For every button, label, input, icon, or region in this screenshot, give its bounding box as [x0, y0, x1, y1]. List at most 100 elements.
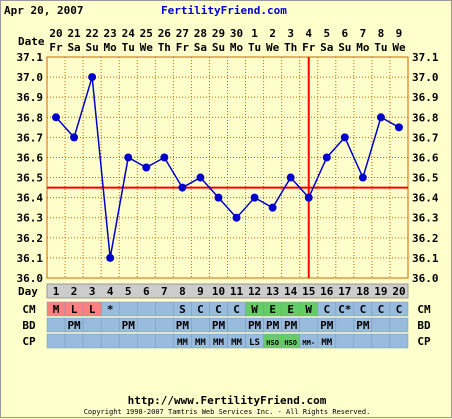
- weekday-label: Th: [284, 41, 297, 54]
- bd-cell: [335, 317, 355, 333]
- cp-cell-text: MM: [231, 338, 242, 348]
- weekday-label: Fr: [176, 41, 190, 54]
- bd-cell-text: PM: [320, 319, 334, 332]
- bd-cell-text: PM: [176, 319, 190, 332]
- date-label: 24: [122, 27, 136, 40]
- day-label: 6: [143, 285, 150, 298]
- bd-cell: [46, 317, 66, 333]
- y-tick-label-right: 36.3: [412, 212, 439, 225]
- bd-cell-text: PM: [122, 319, 136, 332]
- day-label: 2: [71, 285, 78, 298]
- cm-cell-text: S: [179, 303, 186, 316]
- date-label: 30: [230, 27, 243, 40]
- day-label: 16: [320, 285, 334, 298]
- footer-url[interactable]: http://www.FertilityFriend.com: [127, 394, 327, 407]
- cp-cell: [46, 333, 66, 349]
- bd-cell: [389, 317, 409, 333]
- cm-row-label-left: CM: [22, 303, 36, 316]
- cm-cell-text: *: [107, 303, 114, 316]
- weekday-label: Tu: [374, 41, 387, 54]
- day-label: 17: [338, 285, 351, 298]
- weekday-label: Th: [158, 41, 171, 54]
- weekday-label: Sa: [67, 41, 80, 54]
- day-row: [46, 283, 409, 299]
- y-tick-label-right: 37.0: [412, 71, 439, 84]
- cm-cell-text: C: [360, 303, 367, 316]
- chart-date: Apr 20, 2007: [4, 4, 84, 17]
- cp-cell: [118, 333, 138, 349]
- y-tick-label-right: 36.7: [412, 131, 439, 144]
- y-tick-label-right: 36.2: [412, 232, 439, 245]
- date-label: 4: [305, 27, 312, 40]
- day-label: 3: [89, 285, 96, 298]
- weekday-label: Mo: [230, 41, 244, 54]
- y-tick-label-left: 37.0: [17, 71, 44, 84]
- cm-cell-text: C: [215, 303, 222, 316]
- date-label: 21: [67, 27, 81, 40]
- y-tick-label-right: 36.5: [412, 172, 439, 185]
- cp-cell: [371, 333, 391, 349]
- temperature-point: [394, 123, 403, 132]
- weekday-label: We: [392, 41, 406, 54]
- weekday-label: Su: [86, 41, 99, 54]
- day-label: 12: [248, 285, 261, 298]
- site-name[interactable]: FertilityFriend.com: [161, 4, 287, 17]
- date-label: 23: [104, 27, 117, 40]
- temperature-point: [268, 203, 277, 212]
- cp-cell-text: MM-: [302, 339, 315, 347]
- date-label: 1: [251, 27, 258, 40]
- bd-cell: [137, 317, 156, 333]
- day-label: 10: [212, 285, 225, 298]
- day-label: 4: [107, 285, 114, 298]
- bd-cell: [155, 317, 174, 333]
- date-row-label: Date: [18, 35, 45, 48]
- y-tick-label-left: 36.3: [17, 212, 44, 225]
- cm-cell: [155, 301, 174, 317]
- bd-row-label-left: BD: [22, 319, 36, 332]
- bd-cell: [227, 317, 246, 333]
- temperature-line: [55, 76, 400, 259]
- y-tick-label-left: 36.6: [17, 151, 44, 164]
- bd-cell: [100, 317, 120, 333]
- temperature-point: [340, 133, 349, 142]
- day-label: 5: [125, 285, 132, 298]
- temperature-point: [196, 173, 205, 182]
- cp-cell-text: MM: [213, 338, 224, 348]
- temperature-point: [88, 73, 97, 82]
- date-label: 22: [86, 27, 99, 40]
- date-label: 27: [176, 27, 189, 40]
- temperature-point: [304, 193, 313, 202]
- bd-cell: [371, 317, 391, 333]
- cp-cell-text: MM: [321, 338, 332, 348]
- cm-cell-text: L: [71, 303, 78, 316]
- temperature-point: [322, 153, 331, 162]
- cm-cell-text: W: [305, 303, 312, 316]
- weekday-label: Fr: [302, 41, 316, 54]
- date-label: 28: [194, 27, 207, 40]
- temperature-point: [358, 173, 367, 182]
- y-tick-label-right: 36.4: [412, 192, 439, 205]
- cm-cell-text: L: [89, 303, 96, 316]
- cm-cell: [389, 301, 409, 317]
- weekday-label: Tu: [248, 41, 261, 54]
- cp-cell-text: MM: [177, 338, 188, 348]
- cm-cell-text: W: [251, 303, 258, 316]
- cm-cell: [137, 301, 156, 317]
- cp-cell-text: HSO: [284, 339, 297, 347]
- temperature-point: [142, 163, 151, 172]
- day-label: 20: [392, 285, 405, 298]
- date-label: 26: [158, 27, 172, 40]
- temperature-point: [106, 253, 115, 262]
- cm-cell-text: C: [378, 303, 385, 316]
- cp-cell: [82, 333, 102, 349]
- day-row-label: Day: [18, 285, 38, 298]
- weekday-label: Tu: [122, 41, 135, 54]
- temperature-point: [160, 153, 169, 162]
- cp-cell-text: MM: [195, 338, 206, 348]
- footer-copyright: Copyright 1998-2007 Tamtris Web Services…: [83, 408, 371, 416]
- cp-cell: [64, 333, 84, 349]
- day-label: 7: [161, 285, 168, 298]
- weekday-label: Su: [338, 41, 351, 54]
